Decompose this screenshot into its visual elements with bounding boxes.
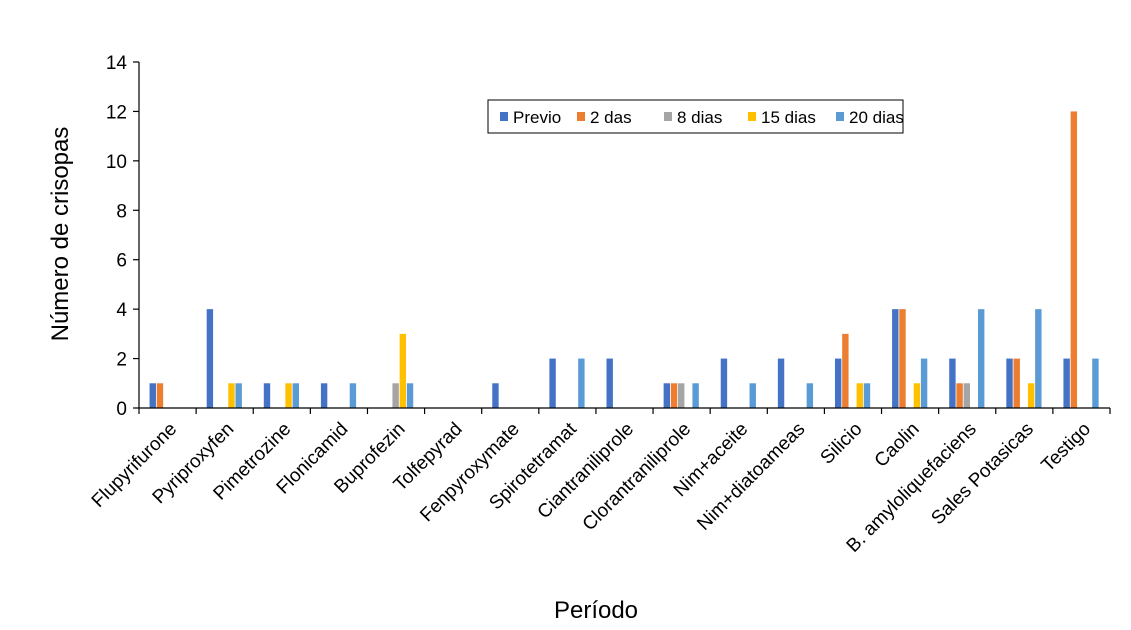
legend-swatch-20-dias: [836, 112, 844, 121]
x-tick-label: Nim+diatoameas: [693, 419, 809, 535]
y-tick-label: 2: [116, 350, 127, 371]
bar-2-das-1: [156, 383, 164, 408]
bar-20-dias-10: [692, 383, 699, 408]
legend-label-8-dias: 8 dias: [677, 108, 722, 127]
bar-2-das-15: [956, 383, 963, 408]
bar-previo-9: [606, 358, 613, 408]
bar-2-das-10: [670, 383, 678, 408]
bar-2-das-16: [1013, 358, 1020, 408]
x-tick-label: Testigo: [1038, 419, 1095, 476]
bar-previo-16: [1006, 358, 1013, 408]
bar-15-dias-2: [228, 383, 235, 408]
y-tick-label: 12: [106, 102, 127, 123]
bar-previo-4: [320, 383, 328, 408]
bar-20-dias-11: [749, 383, 756, 408]
bar-20-dias-5: [406, 383, 414, 408]
legend-swatch-8-dias: [664, 112, 672, 121]
bar-15-dias-13: [856, 383, 863, 408]
x-tick-label: Sales Potasicas: [927, 419, 1037, 529]
bar-20-dias-2: [235, 383, 242, 408]
legend-label-2-das: 2 das: [590, 108, 632, 127]
y-tick-label: 0: [116, 399, 127, 420]
bar-20-dias-16: [1035, 309, 1042, 408]
bar-previo-2: [206, 309, 214, 408]
bar-previo-7: [492, 383, 499, 408]
bar-15-dias-16: [1027, 383, 1035, 408]
bar-2-das-17: [1070, 111, 1078, 409]
y-tick-label: 6: [116, 251, 127, 272]
bar-20-dias-15: [978, 309, 985, 408]
bar-8-dias-5: [392, 383, 399, 408]
bar-20-dias-4: [349, 383, 357, 408]
legend-label-15-dias: 15 dias: [761, 108, 816, 127]
x-tick-label: Silicio: [817, 419, 867, 469]
legend: Previo 2 das 8 dias 15 dias 20 dias: [487, 99, 904, 134]
bar-previo-17: [1063, 358, 1070, 408]
bar-15-dias-5: [399, 333, 407, 408]
bar-previo-11: [720, 358, 728, 408]
legend-swatch-2-das: [577, 112, 585, 121]
bar-15-dias-3: [285, 383, 292, 408]
bar-20-dias-3: [292, 383, 299, 408]
bar-previo-12: [777, 358, 785, 408]
bar-20-dias-14: [920, 358, 928, 408]
bar-8-dias-10: [678, 383, 685, 408]
bar-previo-3: [263, 383, 271, 408]
x-tick-label: Clorantraniliprole: [579, 419, 695, 535]
bar-previo-14: [892, 309, 899, 408]
bar-previo-10: [663, 383, 671, 408]
x-tick-label: Fenpyroxymate: [416, 419, 523, 526]
y-tick-label: 8: [116, 201, 127, 222]
legend-label-previo: Previo: [513, 108, 561, 127]
bar-20-dias-8: [578, 358, 585, 408]
legend-label-20-dias: 20 dias: [849, 108, 904, 127]
y-tick-label: 14: [106, 53, 128, 74]
bar-2-das-13: [842, 333, 849, 408]
x-axis-title: Período: [554, 597, 638, 624]
bar-15-dias-14: [913, 383, 921, 408]
bar-previo-13: [834, 358, 842, 408]
y-axis-title: Número de crisopas: [47, 127, 74, 342]
y-tick-label: 4: [116, 300, 127, 321]
axes-layer: [133, 61, 1111, 414]
bar-20-dias-17: [1092, 358, 1099, 408]
bar-8-dias-15: [963, 383, 971, 408]
bar-previo-8: [549, 358, 556, 408]
bar-2-das-14: [899, 309, 906, 408]
legend-box: [487, 99, 904, 134]
bar-20-dias-13: [863, 383, 871, 408]
x-tick-label: Caolin: [871, 419, 924, 472]
bars-layer: [149, 111, 1099, 409]
bar-previo-1: [149, 383, 156, 408]
bar-20-dias-12: [806, 383, 814, 408]
bar-previo-15: [949, 358, 956, 408]
legend-swatch-15-dias: [748, 112, 756, 121]
y-tick-label: 10: [106, 152, 127, 173]
legend-swatch-previo: [500, 112, 508, 121]
